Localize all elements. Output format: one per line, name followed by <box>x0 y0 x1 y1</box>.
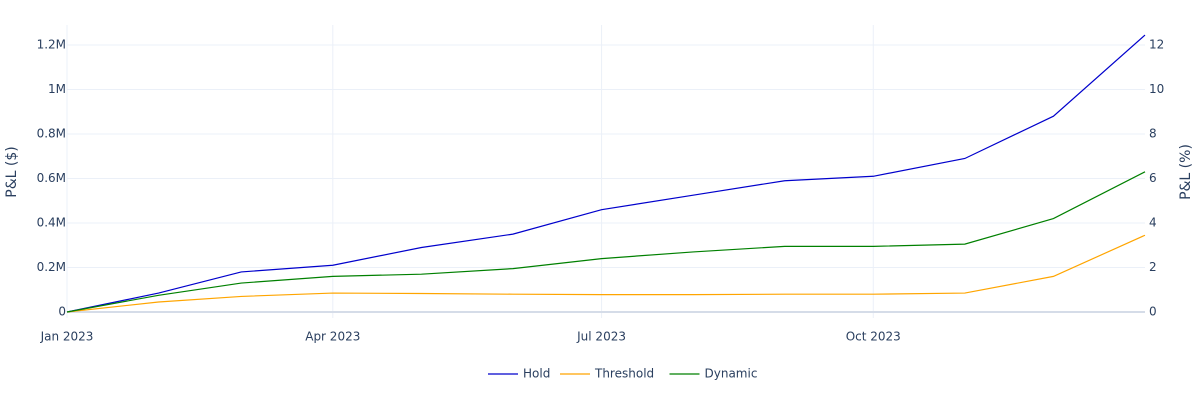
line-series <box>66 171 1146 313</box>
line-series <box>66 234 1146 313</box>
y2-axis-title: P&L (%) <box>1178 144 1194 200</box>
y2-tick-label: 4 <box>1149 216 1157 230</box>
y-tick-label: 1M <box>48 82 66 96</box>
y-tick-label: 1.2M <box>37 38 66 52</box>
legend-label: Hold <box>523 367 550 381</box>
y2-tick-label: 0 <box>1149 304 1157 318</box>
x-tick-label: Apr 2023 <box>305 330 360 344</box>
legend: Hold Threshold Dynamic <box>488 367 757 381</box>
x-tick-label: Jan 2023 <box>40 330 94 344</box>
y2-tick-label: 10 <box>1149 82 1164 96</box>
y2-tick-label: 12 <box>1149 38 1164 52</box>
y-axis-title: P&L ($) <box>4 146 20 197</box>
y-tick-label: 0.8M <box>37 127 66 141</box>
y-tick-label: 0 <box>58 304 66 318</box>
x-tick-label: Jul 2023 <box>576 330 626 344</box>
legend-label: Threshold <box>594 367 654 381</box>
y2-tick-label: 2 <box>1149 260 1157 274</box>
legend-label: Dynamic <box>705 367 758 381</box>
y-tick-label: 0.2M <box>37 260 66 274</box>
y2-tick-label: 8 <box>1149 127 1157 141</box>
x-tick-label: Oct 2023 <box>846 330 901 344</box>
y-tick-label: 0.6M <box>37 171 66 185</box>
line-series <box>66 34 1146 313</box>
y2-tick-label: 6 <box>1149 171 1157 185</box>
y-tick-label: 0.4M <box>37 216 66 230</box>
